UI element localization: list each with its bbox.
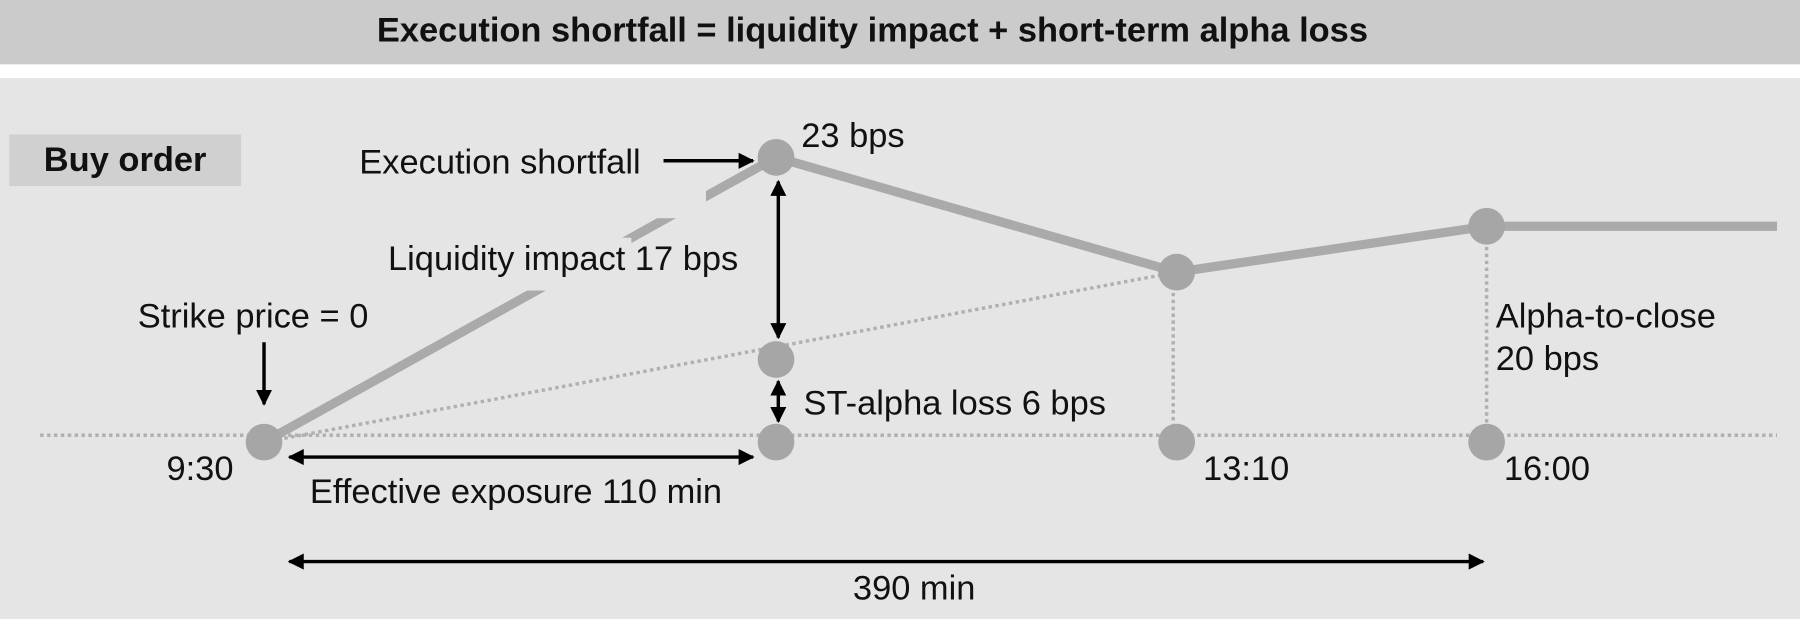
execution-shortfall-label: Execution shortfall <box>359 143 640 181</box>
label-mask-shortfall <box>637 169 706 219</box>
time-label-close: 16:00 <box>1504 450 1590 488</box>
time-label-mid: 13:10 <box>1203 450 1289 488</box>
diagram-title: Execution shortfall = liquidity impact +… <box>377 11 1368 49</box>
liquidity-impact-label: Liquidity impact 17 bps <box>388 240 738 278</box>
effective-exposure-label: Effective exposure 110 min <box>310 473 722 511</box>
execution-point <box>757 138 795 176</box>
label-mask-liquidity <box>505 237 632 291</box>
st-alpha-loss-label: ST-alpha loss 6 bps <box>804 385 1106 423</box>
diagram-panel <box>0 78 1800 619</box>
title-bar <box>0 0 1800 65</box>
buy-order-label: Buy order <box>44 141 207 179</box>
execution-baseline-point <box>757 423 795 461</box>
mid-point <box>1158 253 1196 291</box>
total-duration-label: 390 min <box>853 569 975 607</box>
strike-price-label: Strike price = 0 <box>138 297 369 335</box>
close-point <box>1468 207 1505 245</box>
shortfall-bps-label: 23 bps <box>801 117 904 155</box>
st-alpha-point <box>757 341 795 378</box>
close-baseline-point <box>1468 423 1505 461</box>
alpha-to-close-label-line2: 20 bps <box>1496 340 1599 378</box>
start-point <box>245 423 283 461</box>
time-label-start: 9:30 <box>166 450 233 488</box>
st-alpha-trend-line <box>263 270 1177 444</box>
buy-order-badge <box>9 134 242 187</box>
alpha-to-close-label-line1: Alpha-to-close <box>1496 297 1716 335</box>
mid-baseline-point <box>1158 423 1196 461</box>
